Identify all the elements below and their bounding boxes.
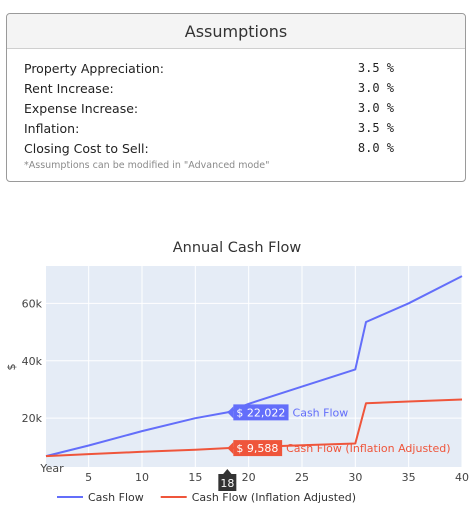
hover-label-series: Cash Flow (Inflation Adjusted)	[286, 442, 450, 455]
y-tick-label: 40k	[22, 355, 43, 368]
y-tick-label: 60k	[22, 297, 43, 310]
x-tick-label: 20	[242, 471, 256, 484]
x-tick-label: 30	[348, 471, 362, 484]
plot-background	[46, 266, 462, 467]
assumption-label: Inflation:	[24, 120, 80, 136]
assumption-label: Rent Increase:	[24, 80, 114, 96]
assumption-row: Closing Cost to Sell: 8.0 %	[24, 138, 394, 158]
assumption-label: Expense Increase:	[24, 100, 139, 116]
assumptions-title: Assumptions	[7, 14, 465, 49]
hover-label-box	[233, 440, 283, 457]
hover-label-series: Cash Flow	[293, 406, 349, 419]
assumptions-list: Property Appreciation: 3.5 % Rent Increa…	[24, 58, 394, 158]
chart-title: Annual Cash Flow	[172, 240, 302, 256]
assumptions-note: *Assumptions can be modified in "Advance…	[24, 160, 270, 171]
y-tick-label: 20k	[22, 412, 43, 425]
assumption-row: Rent Increase: 3.0 %	[24, 78, 394, 98]
assumption-row: Expense Increase: 3.0 %	[24, 98, 394, 118]
y-axis-label: $	[5, 364, 18, 371]
assumption-row: Property Appreciation: 3.5 %	[24, 58, 394, 78]
assumptions-panel: Assumptions Property Appreciation: 3.5 %…	[6, 13, 466, 182]
x-tick-label: 35	[402, 471, 416, 484]
legend-label-1: Cash Flow	[88, 491, 144, 504]
hover-label-value: $ 22,022	[236, 406, 285, 419]
assumption-row: Inflation: 3.5 %	[24, 118, 394, 138]
hover-pointer	[227, 406, 234, 419]
x-tick-label: 40	[455, 471, 469, 484]
x-axis-label: Year	[39, 462, 64, 475]
assumption-value: 3.5 %	[357, 121, 394, 135]
x-hover-pointer	[222, 469, 233, 475]
assumption-value: 8.0 %	[357, 141, 394, 155]
x-tick-label: 15	[188, 471, 202, 484]
series-line-1	[45, 275, 463, 458]
hover-label-box	[233, 404, 289, 421]
x-tick-label: 5	[85, 471, 92, 484]
assumption-value: 3.5 %	[357, 61, 394, 75]
legend-label-2: Cash Flow (Inflation Adjusted)	[192, 491, 356, 504]
x-tick-label: 25	[295, 471, 309, 484]
assumption-label: Property Appreciation:	[24, 60, 165, 76]
x-hover-label: 18	[220, 477, 234, 490]
hover-pointer	[227, 442, 234, 455]
assumption-value: 3.0 %	[357, 101, 394, 115]
assumption-value: 3.0 %	[357, 81, 394, 95]
x-tick-label: 10	[135, 471, 149, 484]
hover-label-value: $ 9,588	[236, 442, 278, 455]
x-hover-box	[218, 474, 237, 491]
assumption-label: Closing Cost to Sell:	[24, 140, 149, 156]
